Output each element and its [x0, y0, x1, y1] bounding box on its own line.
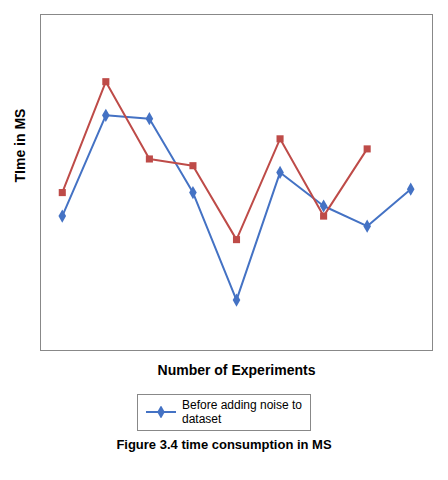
html-text:Figure 3.4 time consumption in: Figure 3.4 time consumption in MS	[116, 436, 332, 452]
html-text:Before adding noise to dataset: Before adding noise to dataset	[182, 398, 302, 427]
svg-text:Number of Experiments: Number of Experiments	[158, 362, 316, 378]
svg-text:TIme in MS: TIme in MS	[12, 109, 28, 183]
